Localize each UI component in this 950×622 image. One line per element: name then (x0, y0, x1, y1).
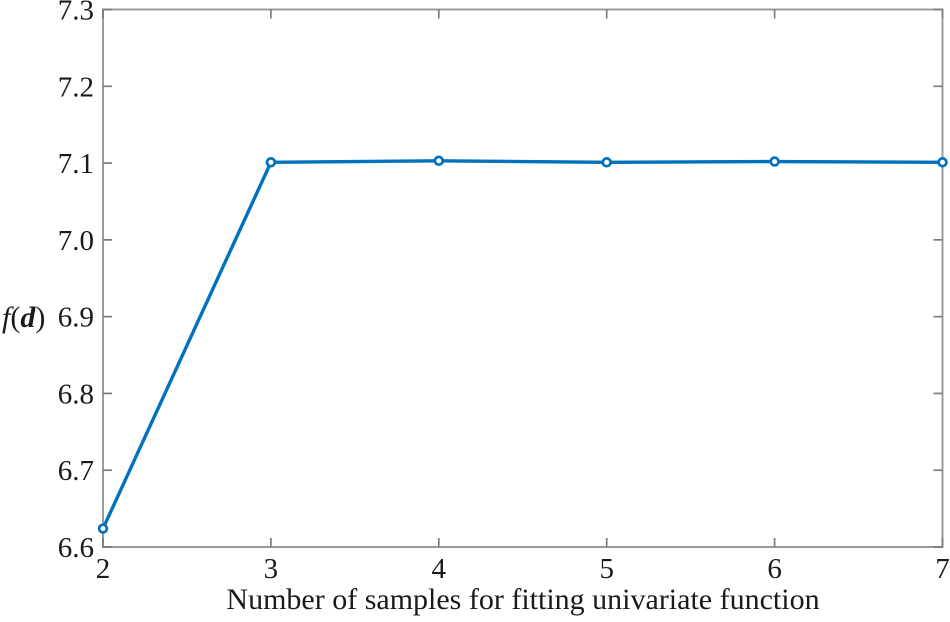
y-tick-label: 6.9 (58, 302, 94, 334)
y-axis-label-open-paren: ( (10, 301, 21, 334)
x-tick-label: 3 (264, 553, 279, 585)
data-point-marker (601, 157, 612, 168)
axes-box (102, 8, 944, 548)
data-point-marker (769, 156, 780, 167)
x-tick-label: 6 (767, 553, 782, 585)
y-tick-label: 6.8 (58, 378, 94, 410)
y-tick-label: 7.2 (58, 71, 94, 103)
x-tick-label: 2 (96, 553, 111, 585)
y-axis-label-d: d (20, 301, 36, 334)
y-tick-label: 6.6 (58, 532, 94, 564)
y-tick-label: 7.3 (58, 0, 94, 27)
x-tick-label: 4 (432, 553, 447, 585)
data-line (101, 159, 945, 531)
y-axis-label: f(d) (2, 301, 45, 334)
data-point-marker (433, 155, 445, 167)
y-tick-label: 7.1 (58, 148, 94, 180)
x-tick-label: 5 (599, 553, 614, 585)
x-tick-label: 7 (935, 553, 950, 585)
data-point-marker (97, 523, 109, 534)
y-axis-label-close-paren: ) (35, 301, 46, 334)
x-axis-label: Number of samples for fitting univariate… (226, 583, 820, 616)
data-point-marker (937, 157, 948, 168)
y-tick-label: 7.0 (58, 225, 94, 257)
y-tick-label: 6.7 (58, 455, 94, 487)
y-axis-label-f: f (2, 301, 11, 334)
data-point-marker (265, 157, 277, 168)
